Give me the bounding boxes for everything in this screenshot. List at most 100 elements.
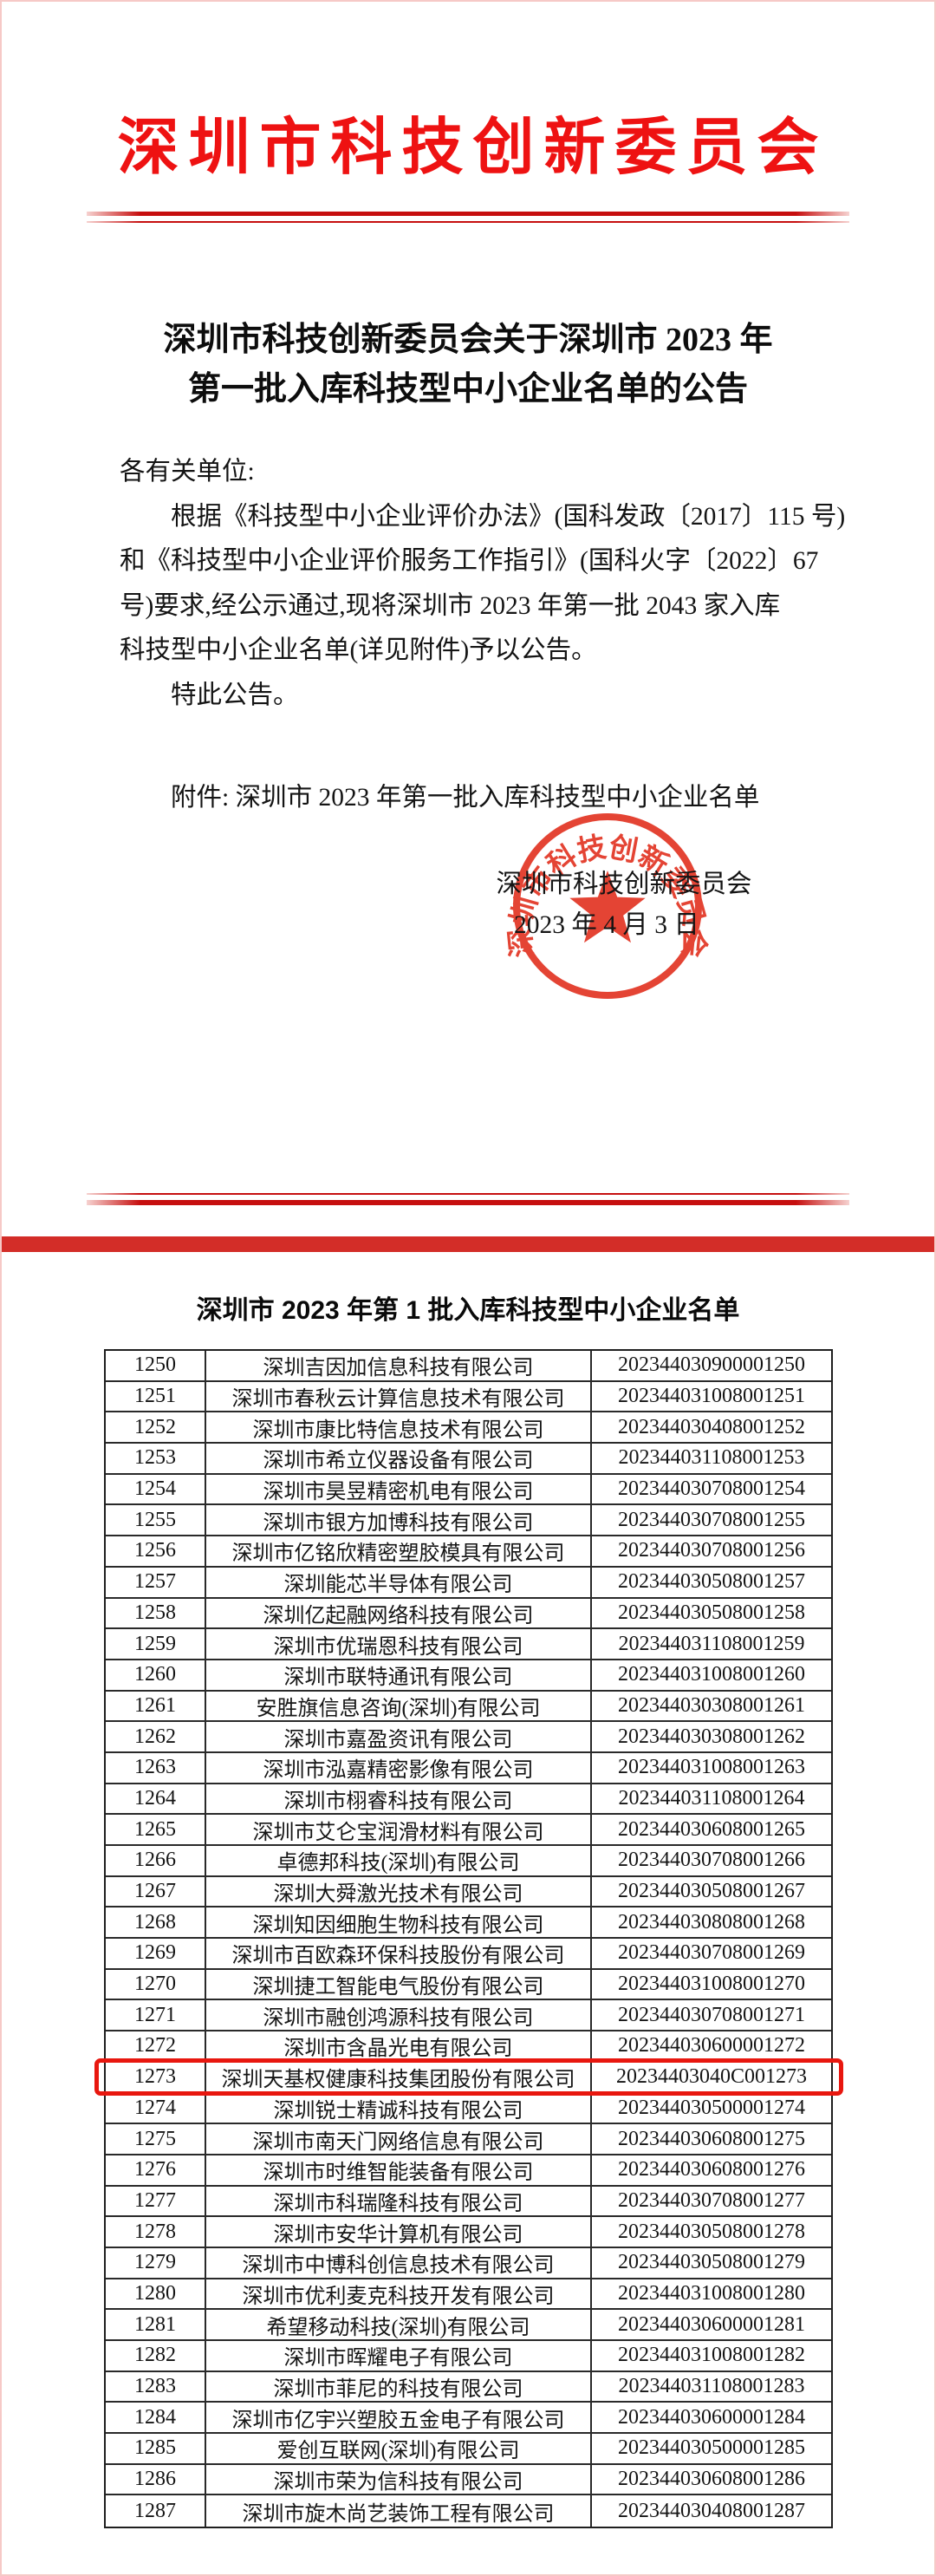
letterhead-rule-thin — [87, 221, 849, 223]
salutation: 各有关单位: — [120, 458, 255, 486]
table-row: 1257 深圳能芯半导体有限公司 202344030508001257 — [106, 1567, 831, 1599]
footer-rule-thick — [87, 1200, 849, 1205]
cell-serial: 1261 — [106, 1691, 206, 1721]
cell-registration-number: 202344030608001275 — [618, 2127, 805, 2150]
cell-serial: 1268 — [106, 1908, 206, 1938]
signer-name: 深圳市科技创新委员会 — [496, 871, 752, 898]
cell-registration-number: 202344030608001286 — [618, 2468, 805, 2491]
cell-registration-number: 202344030600001272 — [618, 2034, 805, 2058]
cell-serial: 1262 — [106, 1722, 206, 1751]
table-row: 1280 深圳市优利麦克科技开发有限公司 202344031008001280 — [106, 2279, 831, 2311]
table-row: 1282 深圳市晖耀电子有限公司 202344031008001282 — [106, 2341, 831, 2372]
cell-registration-number: 20234403040C001273 — [615, 2065, 807, 2089]
cell-company-name: 深圳市栩睿科技有限公司 — [206, 1784, 592, 1814]
seal-ring — [513, 813, 702, 999]
cell-registration-number: 202344030708001254 — [618, 1477, 805, 1501]
cell-company-name: 深圳市泓嘉精密影像有限公司 — [206, 1752, 592, 1783]
table-row: 1251 深圳市春秋云计算信息技术有限公司 202344031008001251 — [106, 1381, 831, 1413]
cell-registration-number: 202344030708001255 — [618, 1508, 805, 1531]
cell-serial: 1267 — [106, 1876, 206, 1907]
cell-company-name: 深圳市亿铭欣精密塑胶模具有限公司 — [206, 1536, 592, 1566]
cell-company-name: 深圳市含晶光电有限公司 — [206, 2031, 592, 2061]
letter-body-line: 号)要求,经公示通过,现将深圳市 2023 年第一批 2043 家入库 — [120, 591, 781, 620]
table-row: 1264 深圳市栩睿科技有限公司 202344031108001264 — [106, 1784, 831, 1816]
letter-body: 各有关单位: 根据《科技型中小企业评价办法》(国科发政〔2017〕115 号) 和… — [120, 450, 846, 718]
cell-registration-number: 202344030308001261 — [618, 1693, 805, 1717]
cell-registration-number: 202344030708001256 — [618, 1539, 805, 1562]
cell-registration-number: 202344031008001270 — [618, 1973, 805, 1996]
table-row: 1276 深圳市时维智能装备有限公司 202344030608001276 — [106, 2155, 831, 2187]
table-row: 1262 深圳市嘉盈资讯有限公司 202344030308001262 — [106, 1722, 831, 1753]
cell-serial: 1287 — [106, 2495, 206, 2527]
cell-serial: 1283 — [106, 2371, 206, 2402]
announcement-title: 深圳市科技创新委员会关于深圳市 2023 年 第一批入库科技型中小企业名单的公告 — [52, 316, 884, 414]
attachment-line: 附件: 深圳市 2023 年第一批入库科技型中小企业名单 — [171, 784, 760, 812]
table-row: 1274 深圳锐士精诚科技有限公司 202344030500001274 — [106, 2093, 831, 2125]
cell-company-name: 深圳市安华计算机有限公司 — [206, 2217, 592, 2247]
cell-serial: 1281 — [106, 2310, 206, 2339]
table-row: 1279 深圳市中博科创信息技术有限公司 202344030508001279 — [106, 2247, 831, 2279]
cell-registration-number: 202344031108001283 — [618, 2375, 805, 2398]
letter-body-line: 和《科技型中小企业评价服务工作指引》(国科火字〔2022〕67 — [120, 547, 819, 575]
table-row: 1255 深圳市银方加博科技有限公司 202344030708001255 — [106, 1505, 831, 1537]
table-row: 1271 深圳市融创鸿源科技有限公司 202344030708001271 — [106, 2000, 831, 2032]
cell-serial: 1251 — [106, 1381, 206, 1412]
cell-company-name: 深圳能芯半导体有限公司 — [206, 1567, 592, 1597]
cell-serial: 1278 — [106, 2217, 206, 2247]
cell-company-name: 深圳大舜激光技术有限公司 — [206, 1876, 592, 1907]
cell-serial: 1277 — [106, 2186, 206, 2216]
cell-company-name: 深圳市昊昱精密机电有限公司 — [206, 1474, 592, 1504]
cell-company-name: 深圳市联特通讯有限公司 — [206, 1660, 592, 1690]
cell-company-name: 深圳吉因加信息科技有限公司 — [206, 1351, 592, 1380]
table-row: 1272 深圳市含晶光电有限公司 202344030600001272 — [106, 2031, 831, 2063]
signature-date: 2023 年 4 月 3 日 — [514, 911, 699, 939]
cell-registration-number: 202344030600001281 — [618, 2312, 805, 2336]
cell-registration-number: 202344030308001262 — [618, 1725, 805, 1748]
cell-company-name: 深圳市晖耀电子有限公司 — [206, 2341, 592, 2371]
cell-company-name: 深圳市时维智能装备有限公司 — [206, 2155, 592, 2185]
table-row: 1266 卓德邦科技(深圳)有限公司 202344030708001266 — [106, 1846, 831, 1877]
cell-registration-number: 202344030408001252 — [618, 1415, 805, 1438]
cell-registration-number: 202344030708001266 — [618, 1849, 805, 1872]
cell-company-name: 深圳市优利麦克科技开发有限公司 — [206, 2279, 592, 2309]
cell-registration-number: 202344030600001284 — [618, 2405, 805, 2429]
cell-serial: 1253 — [106, 1444, 206, 1473]
table-row: 1285 爱创互联网(深圳)有限公司 202344030500001285 — [106, 2434, 831, 2465]
table-row: 1269 深圳市百欧森环保科技股份有限公司 202344030708001269 — [106, 1939, 831, 1970]
cell-company-name: 深圳市优瑞恩科技有限公司 — [206, 1629, 592, 1659]
table-row: 1284 深圳市亿宇兴塑胶五金电子有限公司 202344030600001284 — [106, 2403, 831, 2435]
footer-rule-thin — [87, 1193, 849, 1195]
cell-company-name: 深圳市春秋云计算信息技术有限公司 — [206, 1381, 592, 1412]
cell-registration-number: 202344030608001276 — [618, 2158, 805, 2181]
cell-serial: 1269 — [106, 1939, 206, 1968]
cell-registration-number: 202344030808001268 — [618, 1910, 805, 1934]
cell-company-name: 深圳锐士精诚科技有限公司 — [206, 2093, 592, 2123]
table-row: 1283 深圳市菲尼的科技有限公司 202344031108001283 — [106, 2371, 831, 2403]
cell-registration-number: 202344031008001251 — [618, 1385, 805, 1408]
table-row: 1250 深圳吉因加信息科技有限公司 202344030900001250 — [106, 1351, 831, 1382]
cell-company-name: 深圳市银方加博科技有限公司 — [206, 1505, 592, 1536]
company-table: 1250 深圳吉因加信息科技有限公司 202344030900001250 1251 深… — [94, 1349, 843, 2529]
cell-company-name: 深圳市融创鸿源科技有限公司 — [206, 2000, 592, 2031]
cell-company-name: 深圳亿起融网络科技有限公司 — [206, 1598, 592, 1628]
cell-serial: 1255 — [106, 1505, 206, 1536]
agency-letterhead: 深圳市科技创新委员会 — [117, 114, 829, 182]
table-row: 1252 深圳市康比特信息技术有限公司 202344030408001252 — [106, 1412, 831, 1445]
cell-serial: 1270 — [106, 1969, 206, 1999]
cell-serial: 1276 — [106, 2155, 206, 2185]
cell-registration-number: 202344030608001265 — [618, 1817, 805, 1841]
cell-serial: 1260 — [106, 1660, 206, 1690]
cell-company-name: 深圳市亿宇兴塑胶五金电子有限公司 — [206, 2403, 592, 2433]
cell-company-name: 深圳市旋木尚艺装饰工程有限公司 — [206, 2495, 592, 2527]
table-row: 1265 深圳市艾仑宝润滑材料有限公司 202344030608001265 — [106, 1815, 831, 1846]
cell-company-name: 卓德邦科技(深圳)有限公司 — [206, 1846, 592, 1875]
letter-body-line: 根据《科技型中小企业评价办法》(国科发政〔2017〕115 号) — [171, 502, 846, 531]
table-row: 1259 深圳市优瑞恩科技有限公司 202344031108001259 — [106, 1629, 831, 1660]
cell-company-name: 深圳市百欧森环保科技股份有限公司 — [206, 1939, 592, 1968]
cell-registration-number: 202344031008001282 — [618, 2344, 805, 2367]
cell-serial: 1258 — [106, 1598, 206, 1628]
cell-serial: 1257 — [106, 1567, 206, 1597]
cell-serial: 1263 — [106, 1752, 206, 1783]
table-row: 1254 深圳市昊昱精密机电有限公司 202344030708001254 — [106, 1474, 831, 1506]
table-row: 1263 深圳市泓嘉精密影像有限公司 202344031008001263 — [106, 1752, 831, 1784]
